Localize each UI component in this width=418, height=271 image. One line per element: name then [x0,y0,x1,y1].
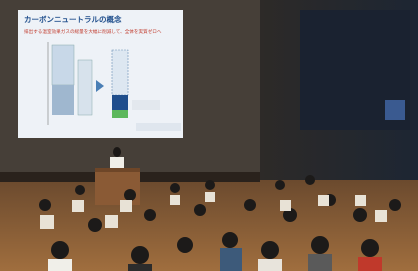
head [305,175,315,185]
podium-top [95,168,140,172]
person [48,259,72,271]
page: カーボンニュートラルの概念 排出する温室効果ガスの総量を大幅に削減して、全体を実… [0,0,418,271]
person [308,254,332,271]
chair [318,195,329,206]
slide-footer [136,123,181,131]
chair [170,195,180,205]
head [361,239,379,257]
speaker-head [113,147,121,157]
head [244,199,256,211]
head [170,183,180,193]
head [205,180,215,190]
diagram-bar [112,95,128,110]
slide-title: カーボンニュートラルの概念 [24,14,122,24]
head [353,208,367,222]
head [51,241,69,259]
head [75,185,85,195]
chair [105,215,118,228]
person [220,248,242,271]
head [222,232,238,248]
head [177,237,193,253]
speaker [110,157,124,169]
person [128,264,152,271]
chair [120,200,132,212]
head [275,180,285,190]
photo: カーボンニュートラルの概念 排出する温室効果ガスの総量を大幅に削減して、全体を実… [0,0,418,271]
head [261,241,279,259]
diagram-bar [112,50,128,95]
chair [280,200,291,211]
chair [72,200,84,212]
head [144,209,156,221]
person [258,259,282,271]
diagram-bar [78,60,92,115]
head [311,236,329,254]
head [389,199,401,211]
diagram-label [132,100,160,110]
slide-subtitle: 排出する温室効果ガスの総量を大幅に削減して、全体を実質ゼロへ [24,28,162,35]
diagram-bar [52,85,74,115]
head [194,204,206,216]
chair [205,192,215,202]
head [88,218,102,232]
person [358,257,382,271]
chair [40,215,54,229]
head [131,246,149,264]
head [124,189,136,201]
diagram-bar [52,45,74,85]
chair [375,210,387,222]
chair [355,195,366,206]
exit-sign [385,100,405,120]
head [39,199,51,211]
diagram-bar [112,110,128,118]
